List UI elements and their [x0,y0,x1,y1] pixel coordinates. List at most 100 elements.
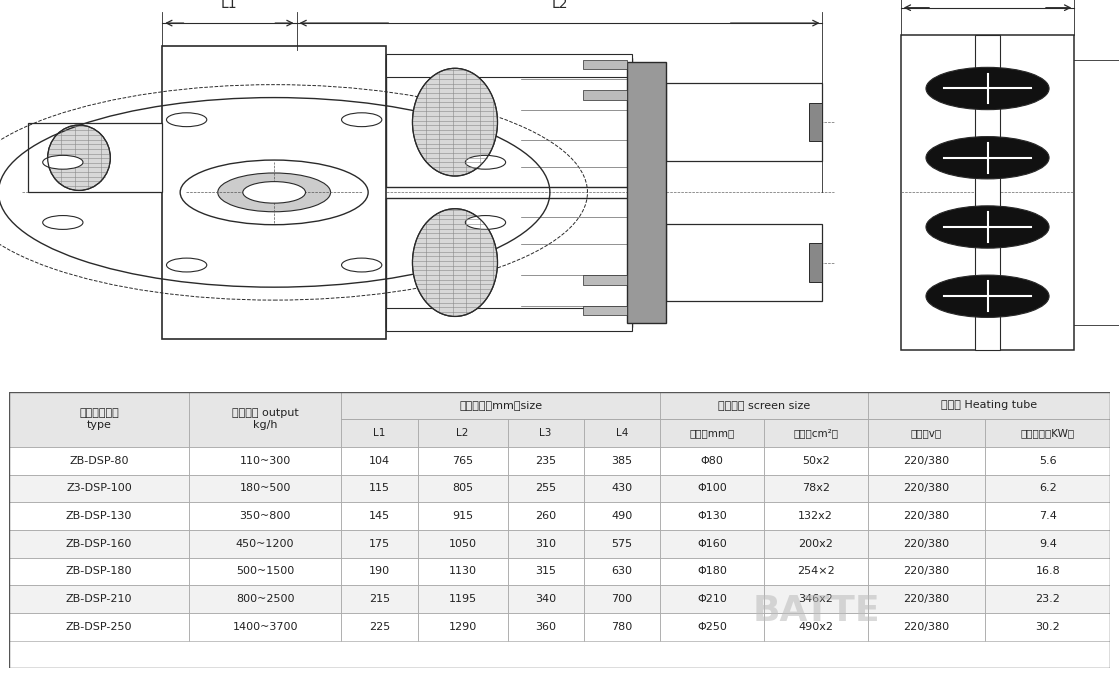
Bar [584,447,660,475]
Bar [189,558,341,585]
Bar [584,530,660,558]
Bar [417,613,508,641]
Text: 220/380: 220/380 [903,539,950,549]
Text: 6.2: 6.2 [1038,483,1056,493]
Circle shape [925,275,1050,317]
Bar [189,502,341,530]
Bar [764,585,867,613]
Text: 50x2: 50x2 [802,456,829,466]
Bar [986,585,1110,613]
Bar [867,585,986,613]
Bar [809,103,822,142]
Bar [584,558,660,585]
Bar [660,613,764,641]
Text: 电压（v）: 电压（v） [911,428,942,438]
Bar [867,447,986,475]
Bar [867,419,986,447]
Text: 800~2500: 800~2500 [236,594,294,604]
Bar [508,613,584,641]
Bar [867,530,986,558]
Bar [189,613,341,641]
Bar [508,613,584,641]
Bar [189,502,341,530]
Text: 220/380: 220/380 [903,566,950,576]
Text: 915: 915 [452,511,473,521]
Bar [764,558,867,585]
Circle shape [925,68,1050,109]
Bar [341,392,660,419]
Bar [386,308,632,331]
Text: ZB-DSP-130: ZB-DSP-130 [66,511,132,521]
Bar [867,392,1110,419]
Bar [584,558,660,585]
Text: 1195: 1195 [449,594,477,604]
Bar [867,558,986,585]
Bar [764,585,867,613]
Circle shape [43,215,83,230]
Bar [976,34,1000,350]
Text: 215: 215 [369,594,391,604]
Bar [660,585,764,613]
Circle shape [341,113,382,127]
Bar [867,558,986,585]
Bar [417,585,508,613]
Bar [986,558,1110,585]
Bar [9,585,189,613]
Bar [417,447,508,475]
Bar [584,502,660,530]
Text: 310: 310 [535,539,556,549]
Text: 255: 255 [535,483,556,493]
Bar [583,275,628,285]
Text: 产品规格型号
type: 产品规格型号 type [79,408,119,430]
Text: 适用产量 output
kg/h: 适用产量 output kg/h [232,408,299,430]
Bar [660,447,764,475]
Text: 加热功率（KW）: 加热功率（KW） [1021,428,1074,438]
Bar [584,613,660,641]
Text: L2: L2 [457,428,469,438]
Text: 490x2: 490x2 [798,622,834,632]
Bar [660,502,764,530]
Text: 200x2: 200x2 [798,539,834,549]
Text: 700: 700 [611,594,632,604]
Bar [660,392,867,419]
Bar [584,419,660,447]
Text: Φ100: Φ100 [697,483,726,493]
Bar [189,392,341,447]
Text: L1: L1 [222,0,237,11]
Bar [341,613,417,641]
Bar [9,613,189,641]
Bar [660,419,764,447]
Text: 220/380: 220/380 [903,594,950,604]
Text: 780: 780 [611,622,632,632]
Text: 1050: 1050 [449,539,477,549]
Bar [189,613,341,641]
Bar [764,475,867,502]
Bar [508,530,584,558]
Ellipse shape [48,125,111,190]
Bar [417,475,508,502]
Circle shape [218,173,330,212]
Text: 7.4: 7.4 [1038,511,1056,521]
Bar [508,447,584,475]
Text: 490: 490 [611,511,632,521]
Bar [341,419,417,447]
Bar [189,530,341,558]
Text: 225: 225 [369,622,391,632]
Text: 104: 104 [369,456,391,466]
Bar [341,530,417,558]
Bar [417,419,508,447]
Bar [417,585,508,613]
Bar [584,475,660,502]
Text: 5.6: 5.6 [1038,456,1056,466]
Text: 220/380: 220/380 [903,511,950,521]
Text: 805: 805 [452,483,473,493]
Bar [584,585,660,613]
Text: 350~800: 350~800 [239,511,291,521]
Text: 30.2: 30.2 [1035,622,1060,632]
Bar [986,475,1110,502]
Text: 1130: 1130 [449,566,477,576]
Bar [341,530,417,558]
Bar [9,530,189,558]
Bar [584,585,660,613]
Bar [341,585,417,613]
